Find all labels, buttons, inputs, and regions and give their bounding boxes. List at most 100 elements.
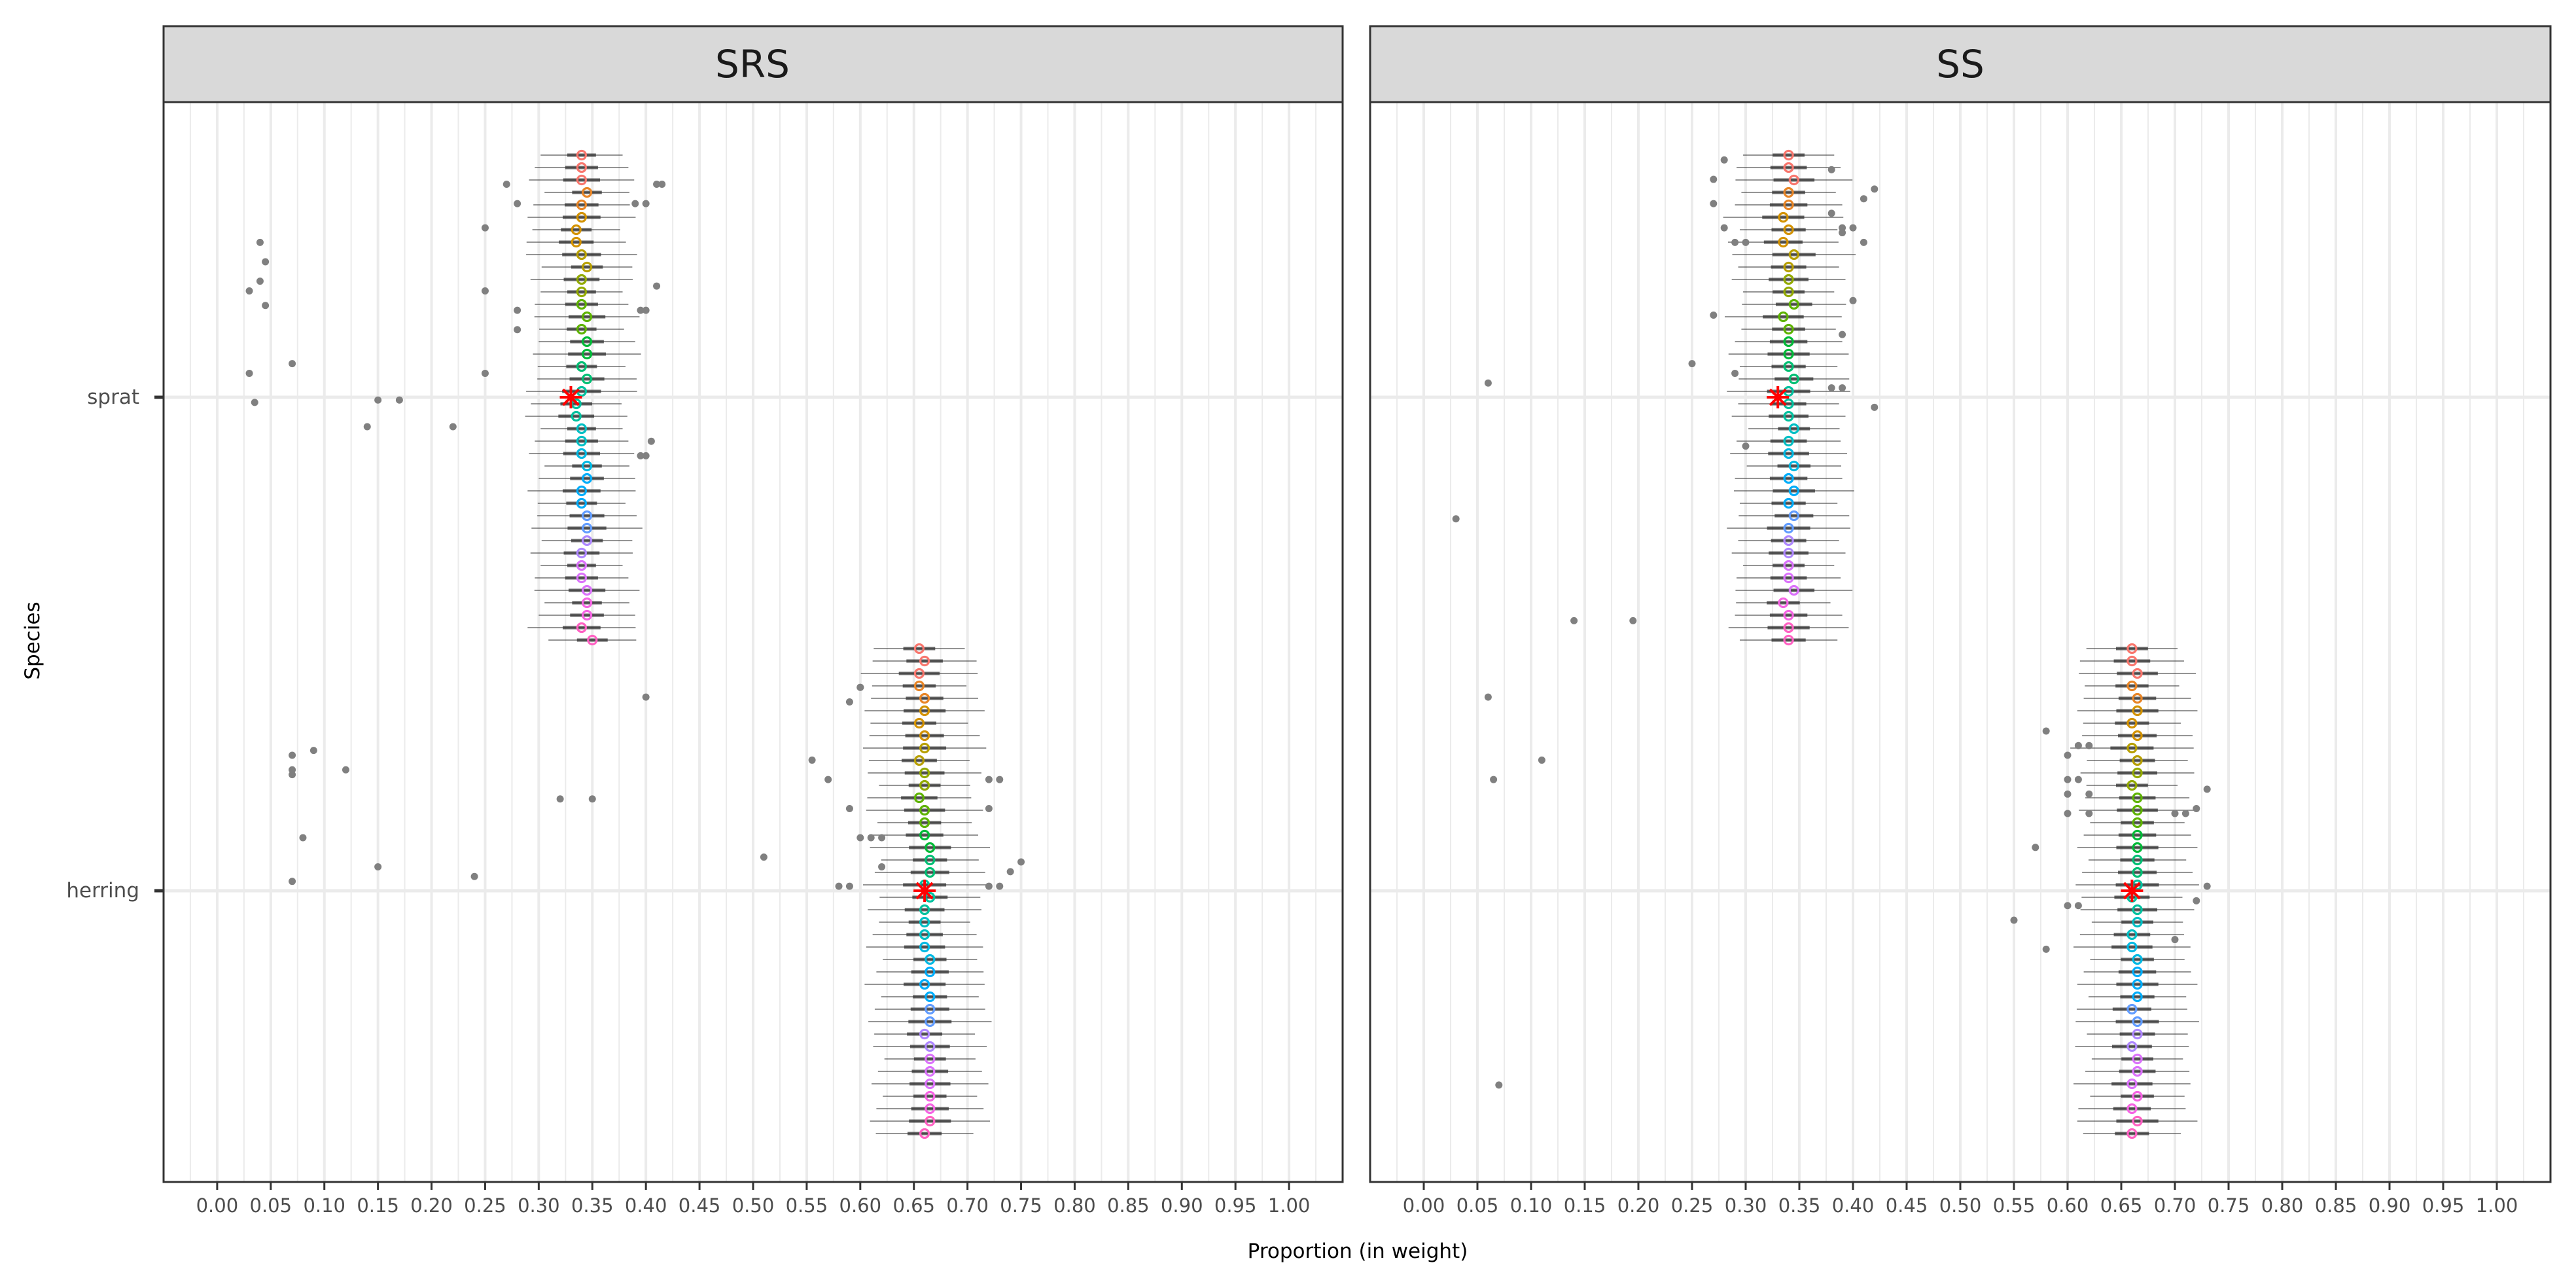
outlier-point: [2010, 916, 2018, 924]
box-body: [1769, 340, 1808, 344]
box-body: [563, 452, 601, 456]
outlier-point: [1839, 331, 1846, 338]
run-median-point: [919, 767, 930, 779]
box-body: [1771, 402, 1807, 406]
outlier-point: [1827, 166, 1835, 173]
x-tick-label: 0.60: [2047, 1194, 2089, 1217]
box-body: [909, 1045, 950, 1048]
run-median-point: [2132, 1016, 2143, 1028]
box-body: [2121, 920, 2153, 924]
outlier-point: [245, 287, 253, 295]
run-median-point: [587, 634, 598, 646]
run-median-point: [2132, 842, 2143, 853]
run-median-point: [1783, 286, 1794, 298]
run-median-point: [1778, 211, 1789, 223]
outlier-point: [1017, 858, 1025, 866]
x-tick-label: 0.10: [1510, 1194, 1553, 1217]
box-body: [1773, 489, 1815, 493]
run-median-point: [913, 643, 925, 654]
box-body: [565, 203, 599, 207]
run-median-point: [2126, 1041, 2138, 1052]
box-body: [572, 601, 602, 605]
outlier-point: [642, 306, 650, 314]
outlier-point: [1849, 296, 1857, 304]
box-body: [2116, 783, 2148, 787]
true-value-stroke: [1769, 388, 1787, 406]
run-median-point: [1783, 448, 1794, 459]
run-median-point: [576, 274, 587, 285]
x-tick-label: 1.00: [1268, 1194, 1311, 1217]
box-body: [1771, 501, 1806, 505]
box-body: [1770, 439, 1807, 443]
run-median-point: [576, 211, 587, 223]
x-tick-label: 0.95: [1214, 1194, 1257, 1217]
true-value-marker: [913, 880, 936, 902]
box-body: [2120, 995, 2155, 999]
run-median-point: [1788, 249, 1799, 260]
run-median-point: [1783, 535, 1794, 546]
box-body: [2116, 982, 2159, 986]
run-median-point: [576, 547, 587, 559]
box-body: [911, 1107, 949, 1111]
box-body: [570, 340, 604, 344]
outlier-point: [2064, 902, 2072, 910]
run-median-point: [2132, 692, 2143, 704]
run-median-point: [581, 187, 593, 198]
box-body: [1773, 290, 1805, 294]
run-median-point: [576, 572, 587, 584]
run-median-point: [1783, 572, 1794, 584]
outlier-point: [363, 423, 371, 431]
run-median-point: [1783, 162, 1794, 173]
box-body: [1769, 476, 1808, 480]
box-body: [902, 684, 936, 688]
run-median-point: [2132, 804, 2143, 816]
box-body: [2116, 846, 2159, 850]
box-body: [2111, 1082, 2153, 1086]
box-body: [563, 551, 600, 555]
box-body: [1775, 302, 1812, 306]
true-value-marker: [1767, 386, 1790, 408]
run-median-point: [2132, 966, 2143, 978]
box-body: [566, 365, 597, 368]
x-tick-label: 0.45: [1886, 1194, 1928, 1217]
run-median-point: [576, 622, 587, 634]
outlier-point: [2042, 727, 2050, 735]
box-body: [1762, 215, 1805, 219]
box-body: [2118, 696, 2157, 700]
box-body: [913, 1094, 947, 1098]
box-body: [1767, 526, 1810, 530]
outlier-point: [653, 282, 661, 290]
run-median-point: [581, 597, 593, 609]
box-body: [565, 302, 598, 306]
outlier-point: [1484, 379, 1492, 387]
run-median-point: [1783, 473, 1794, 484]
outlier-point: [878, 834, 886, 842]
run-median-point: [2132, 991, 2143, 1003]
run-median-point: [2126, 1103, 2138, 1115]
run-median-point: [1788, 584, 1799, 596]
run-median-point: [581, 535, 593, 546]
x-tick-label: 0.80: [1053, 1194, 1096, 1217]
box-body: [2113, 933, 2151, 937]
run-median-point: [571, 410, 582, 422]
run-median-point: [1778, 597, 1789, 609]
run-median-point: [919, 655, 930, 667]
box-body: [1771, 228, 1806, 232]
facet-panel-srs: 0.00 0.05 0.10 0.15 0.20 0.25 0.30 0.35 0.40 0.45…: [154, 25, 1344, 1217]
outlier-point: [1860, 238, 1867, 246]
outlier-point: [289, 751, 296, 759]
outlier-point: [1839, 229, 1846, 237]
box-body: [908, 783, 941, 787]
outlier-point: [996, 776, 1004, 783]
box-body: [562, 489, 601, 493]
run-median-point: [919, 904, 930, 916]
outlier-point: [878, 863, 886, 870]
x-tick-label: 0.85: [2315, 1194, 2357, 1217]
outlier-point: [2064, 751, 2072, 759]
box-body: [1773, 564, 1805, 567]
run-median-point: [2132, 978, 2143, 990]
box-body: [908, 920, 941, 924]
box-body: [2115, 1132, 2149, 1136]
x-tick-label: 0.35: [571, 1194, 614, 1217]
box-body: [909, 1082, 951, 1086]
